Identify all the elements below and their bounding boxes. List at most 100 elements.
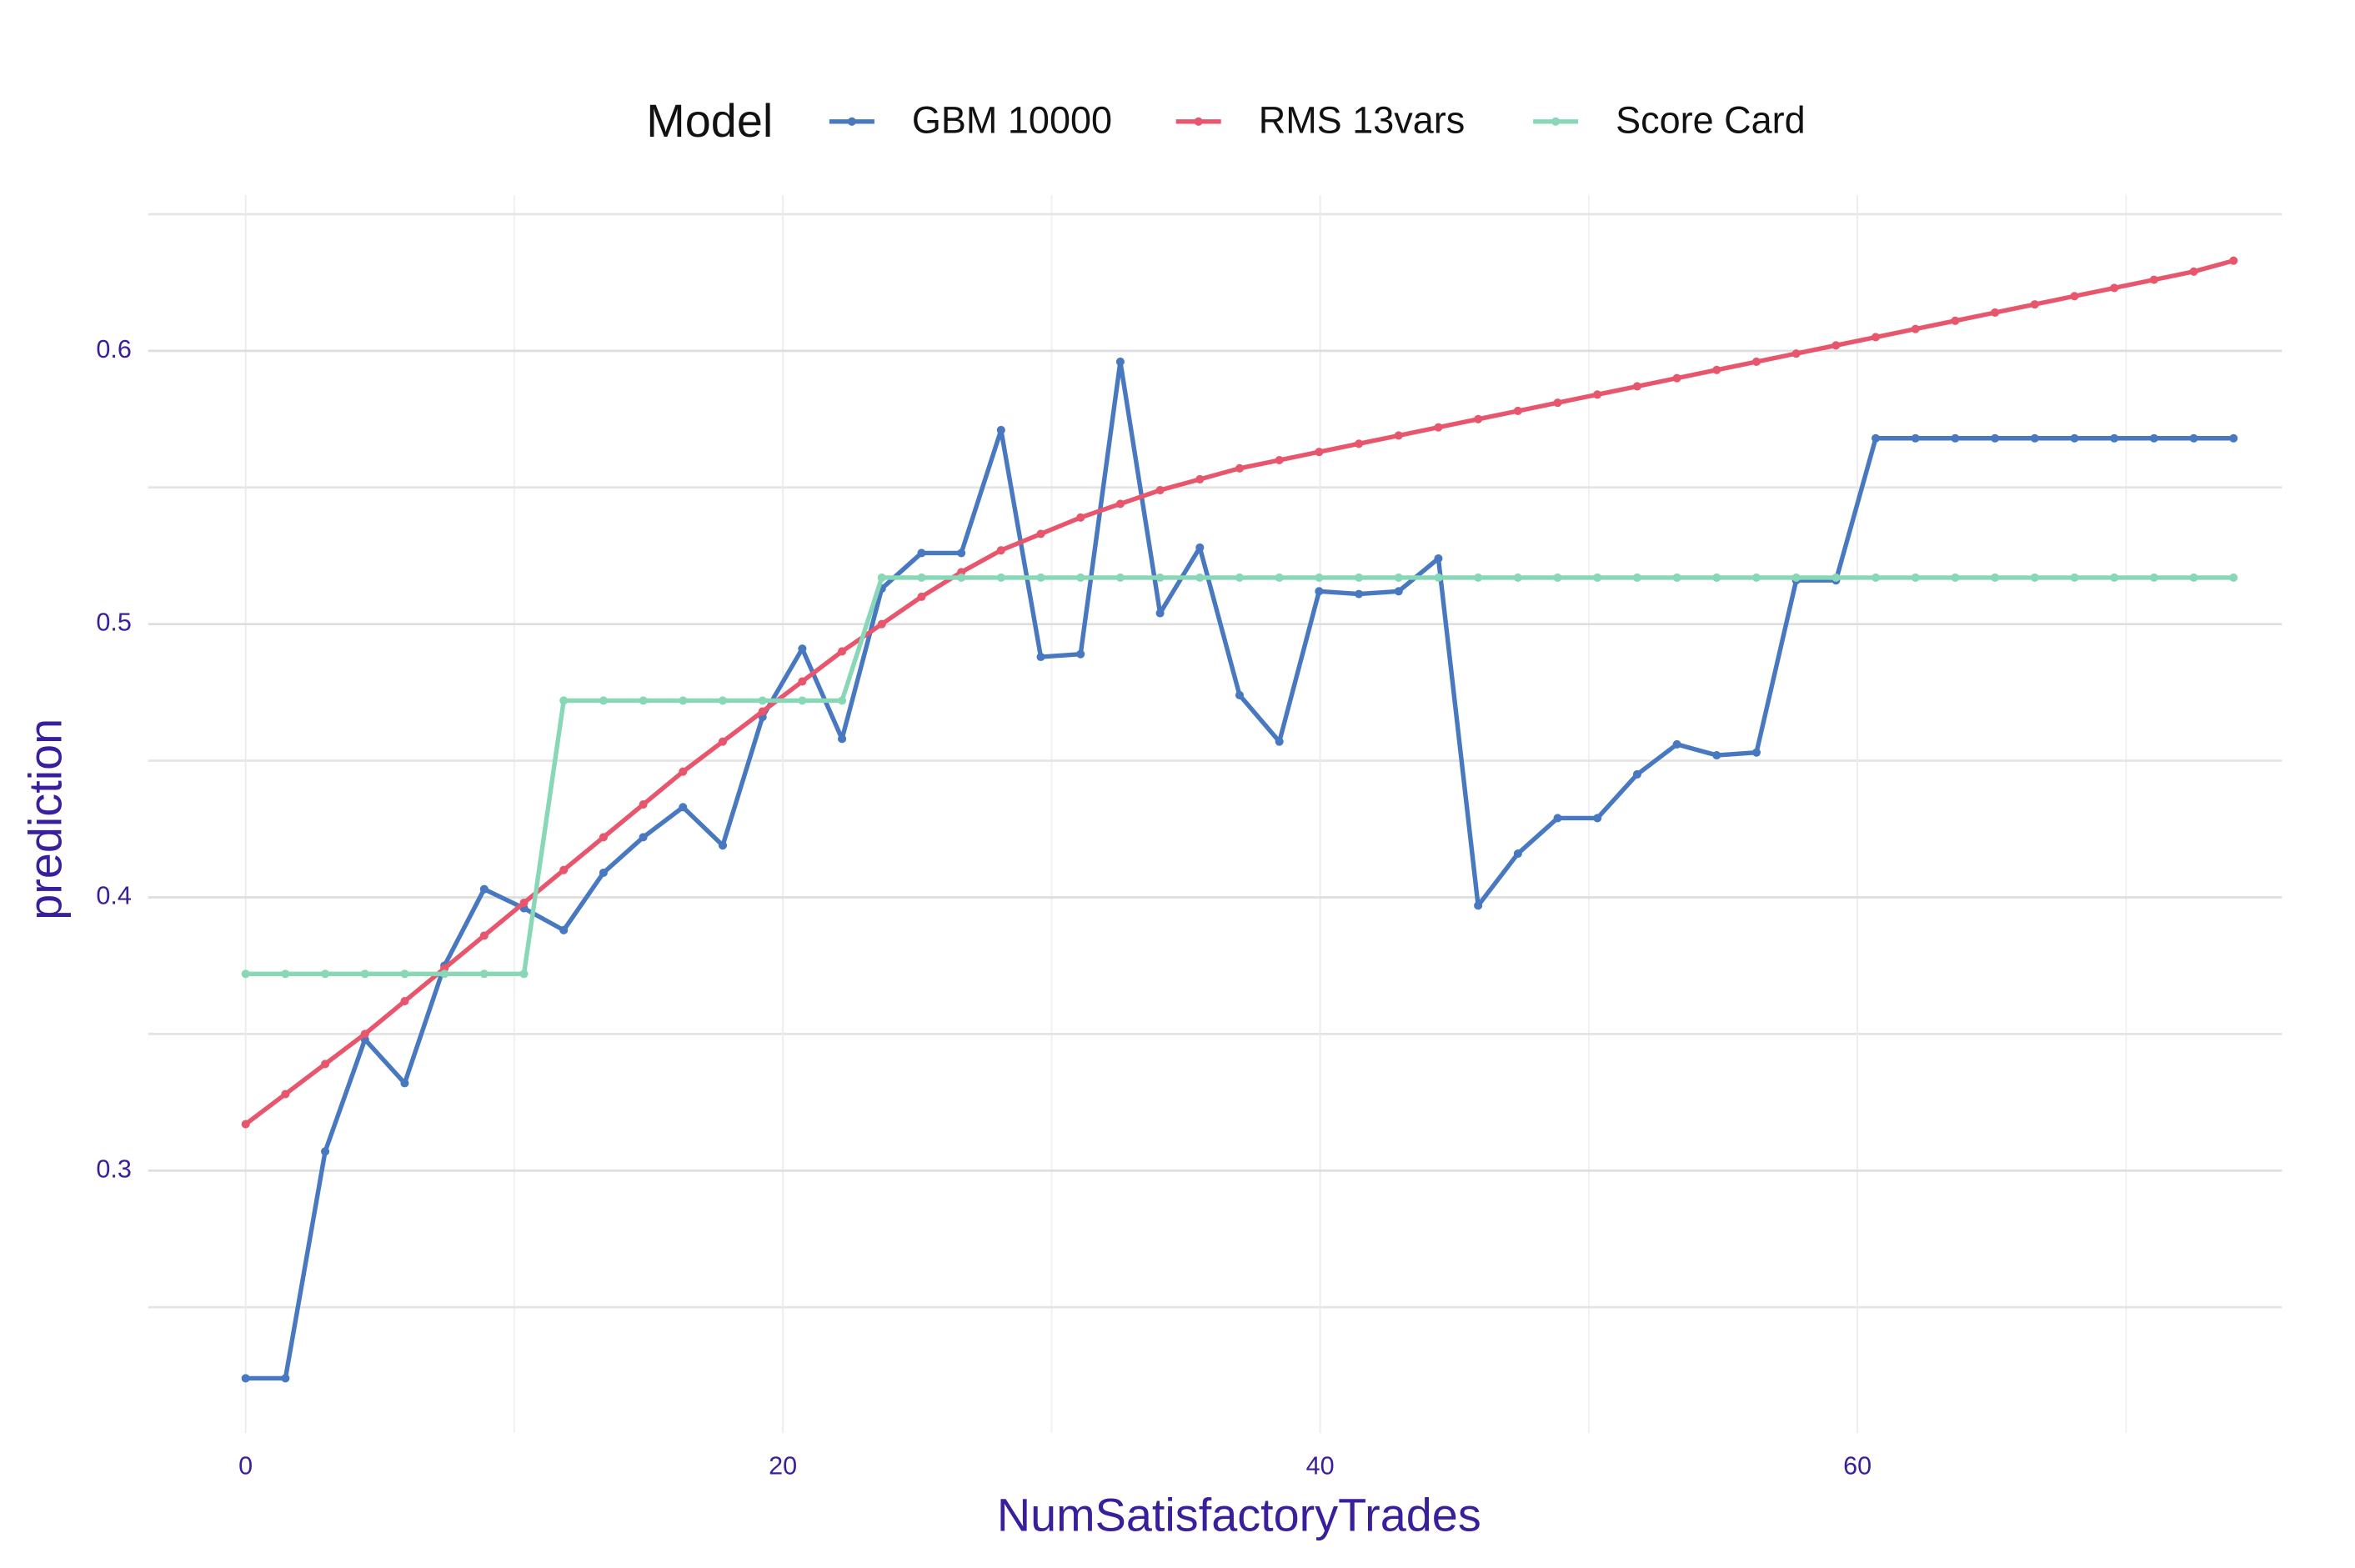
point [1355, 589, 1364, 599]
point [1474, 901, 1483, 910]
point [1751, 748, 1761, 757]
legend-key-dot [1551, 117, 1561, 126]
point [639, 696, 648, 705]
point [2110, 433, 2119, 443]
point [1911, 324, 1920, 333]
legend-key-dot [847, 117, 856, 126]
point [1394, 573, 1403, 582]
point [1831, 341, 1841, 350]
point [2229, 256, 2238, 265]
point [1991, 433, 2000, 443]
point [241, 1120, 250, 1129]
point [1235, 690, 1245, 699]
point [1751, 357, 1761, 367]
point [1593, 390, 1602, 399]
point [1751, 573, 1761, 582]
point [1593, 573, 1602, 582]
point [241, 1374, 250, 1383]
point [1911, 573, 1920, 582]
point [1991, 308, 2000, 318]
point [2030, 573, 2039, 582]
point [996, 573, 1005, 582]
point [1235, 463, 1245, 473]
x-tick-label: 0 [238, 1451, 253, 1480]
x-tick-label: 60 [1843, 1451, 1871, 1480]
point [2149, 573, 2158, 582]
point [2149, 433, 2158, 443]
point [1672, 573, 1681, 582]
point [1593, 814, 1602, 823]
point [798, 696, 807, 705]
point [2229, 573, 2238, 582]
point [1791, 349, 1801, 358]
point [1155, 485, 1165, 495]
point [798, 644, 807, 654]
y-tick-label: 0.5 [96, 609, 132, 637]
point [996, 425, 1005, 434]
point [440, 969, 449, 979]
point [679, 803, 688, 812]
point [877, 573, 886, 582]
point [1076, 573, 1085, 582]
point [1672, 373, 1681, 383]
point [2110, 573, 2119, 582]
point [1434, 554, 1443, 564]
point [2070, 433, 2079, 443]
point [1791, 573, 1801, 582]
point [1115, 573, 1125, 582]
point [2189, 267, 2198, 276]
point [1036, 573, 1045, 582]
point [1553, 814, 1562, 823]
point [1036, 652, 1045, 662]
point [519, 969, 529, 979]
point [1474, 573, 1483, 582]
point [281, 969, 290, 979]
point [758, 707, 767, 716]
point [400, 969, 409, 979]
point [1672, 739, 1681, 749]
point [1315, 448, 1324, 457]
point [1195, 573, 1205, 582]
point [758, 696, 767, 705]
point [479, 931, 489, 940]
point [281, 1374, 290, 1383]
point [1434, 423, 1443, 432]
point [2149, 275, 2158, 284]
legend-key-dot [1194, 117, 1203, 126]
x-tick-label: 40 [1306, 1451, 1335, 1480]
point [599, 833, 608, 842]
point [1195, 543, 1205, 552]
y-tick-label: 0.6 [96, 335, 132, 363]
point [321, 969, 330, 979]
point [1275, 455, 1284, 465]
point [1235, 573, 1245, 582]
point [838, 734, 847, 744]
point [2110, 283, 2119, 293]
point [360, 1029, 369, 1039]
point [639, 799, 648, 809]
point [1355, 573, 1364, 582]
point [1115, 357, 1125, 367]
series-line [245, 359, 2234, 1381]
point [1315, 573, 1324, 582]
point [1275, 573, 1284, 582]
point [877, 619, 886, 629]
point [2229, 433, 2238, 443]
point [241, 969, 250, 979]
point [400, 997, 409, 1006]
point [321, 1147, 330, 1156]
point [996, 546, 1005, 555]
point [1632, 573, 1641, 582]
point [1712, 573, 1721, 582]
point [2189, 433, 2198, 443]
legend-title: Model [646, 94, 773, 147]
point [1315, 587, 1324, 596]
point [1394, 587, 1403, 596]
point [519, 898, 529, 908]
series-line [245, 575, 2234, 976]
point [2070, 573, 2079, 582]
point [1195, 474, 1205, 483]
point [2070, 292, 2079, 301]
x-tick-label: 20 [769, 1451, 797, 1480]
